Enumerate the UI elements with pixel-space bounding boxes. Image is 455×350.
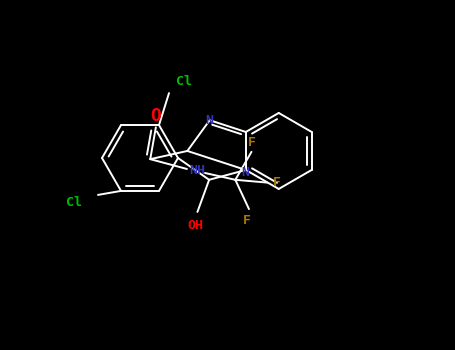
Text: N: N [206,114,214,127]
Text: Cl: Cl [176,75,192,88]
Text: OH: OH [187,219,203,232]
Text: NH: NH [189,164,205,177]
Text: F: F [273,176,281,189]
Text: F: F [243,214,251,226]
Text: F: F [248,136,255,149]
Text: N: N [241,167,249,180]
Text: Cl: Cl [66,196,82,209]
Text: O: O [151,107,161,125]
